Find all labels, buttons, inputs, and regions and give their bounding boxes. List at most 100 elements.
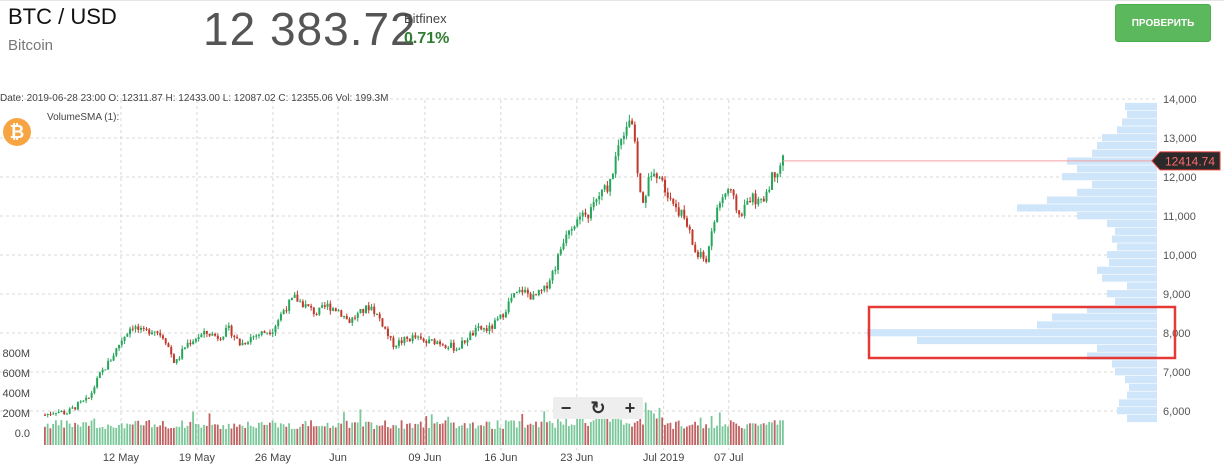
volume-bar [175, 426, 178, 445]
candle-body [93, 387, 96, 394]
volume-profile-bar [1107, 219, 1157, 228]
volume-bar [181, 420, 183, 445]
candle-body [683, 209, 686, 219]
time-tick-label: 07 Jul [714, 452, 743, 464]
candle-body [252, 336, 255, 338]
volume-bar [466, 428, 469, 445]
candle-body [227, 325, 230, 328]
check-button[interactable]: ПРОВЕРИТЬ [1115, 4, 1211, 42]
candle-body [548, 280, 551, 289]
candle-body [205, 331, 208, 334]
price-tick-label: 12,000 [1163, 172, 1197, 184]
volume-profile-bar [1092, 149, 1157, 157]
candle-body [326, 303, 329, 307]
volume-bar [666, 423, 669, 445]
candle-body [211, 333, 214, 336]
volume-profile-bar [1112, 360, 1157, 368]
volume-tick-label: 400M [2, 388, 30, 400]
volume-profile-bar [1125, 102, 1157, 111]
candle-body [197, 337, 200, 339]
volume-bar [129, 424, 131, 445]
volume-bar [535, 421, 537, 445]
volume-bar [178, 426, 181, 445]
candle-body [134, 326, 137, 329]
volume-bar [65, 420, 68, 445]
volume-bar [381, 425, 384, 445]
volume-bar [307, 426, 310, 445]
zoom-out-button[interactable]: − [560, 398, 572, 418]
volume-bar [729, 420, 732, 445]
volume-sma-label: VolumeSMA (1): [47, 112, 120, 123]
candle-body [532, 294, 535, 300]
highlight-box [867, 305, 1177, 360]
candle-body [677, 207, 680, 216]
candle-body [164, 338, 167, 344]
volume-bar [274, 422, 277, 445]
candle-body [411, 335, 414, 342]
candle-body [469, 332, 472, 341]
volume-bar [216, 424, 219, 445]
volume-bar [249, 425, 252, 445]
volume-bar [562, 424, 565, 445]
candle-body [724, 193, 727, 198]
candle-body [441, 344, 444, 346]
candle-body [85, 397, 88, 401]
volume-bar [131, 424, 134, 445]
volume-bar [480, 425, 483, 445]
price-tick-label: 11,000 [1163, 211, 1196, 223]
candle-body [148, 329, 151, 335]
candle-body [474, 327, 477, 336]
volume-bar [699, 417, 702, 445]
candle-body [178, 358, 181, 360]
volume-bar [197, 424, 200, 445]
candle-body [362, 308, 365, 313]
volume-bar [236, 426, 238, 445]
candle-body [104, 369, 107, 371]
volume-bar [395, 425, 397, 445]
candle-body [707, 246, 710, 262]
volume-bar [661, 417, 664, 445]
volume-bar [266, 425, 269, 445]
volume-bar [425, 416, 428, 445]
volume-bar [378, 425, 381, 445]
volume-bar [491, 428, 493, 445]
candle-body [696, 251, 699, 258]
volume-bar [126, 423, 129, 445]
volume-bar [296, 428, 299, 445]
candle-body [373, 306, 376, 314]
volume-bar [664, 425, 666, 445]
volume-bar [543, 411, 546, 445]
candle-body [329, 303, 332, 311]
candle-body [452, 342, 455, 351]
volume-bar [688, 425, 691, 445]
candle-body [109, 360, 112, 362]
volume-bar [782, 420, 784, 445]
candle-body [647, 177, 650, 197]
candle-body [183, 347, 186, 349]
candle-body [565, 234, 568, 244]
volume-bar [140, 425, 142, 445]
time-tick-label: Jul 2019 [643, 452, 685, 464]
volume-bar [655, 418, 658, 445]
volume-bar [101, 426, 104, 445]
volume-bar [603, 409, 606, 445]
candle-body [699, 251, 702, 258]
candle-body [557, 254, 560, 270]
volume-bar [98, 427, 101, 445]
volume-bar [713, 427, 716, 445]
reset-zoom-button[interactable]: ↻ [590, 398, 606, 418]
zoom-in-button[interactable]: + [624, 398, 636, 418]
volume-profile-bar [1097, 344, 1157, 352]
candle-body [642, 192, 645, 203]
volume-profile-bar [1077, 212, 1157, 220]
candle-body [403, 337, 406, 344]
candle-body [378, 313, 381, 319]
candle-body [644, 196, 647, 203]
volume-bar [677, 420, 680, 445]
candle-body [425, 341, 428, 344]
volume-bar [203, 424, 205, 445]
candle-body [247, 342, 250, 344]
candle-body [631, 120, 634, 125]
time-tick-label: 12 May [103, 452, 140, 464]
